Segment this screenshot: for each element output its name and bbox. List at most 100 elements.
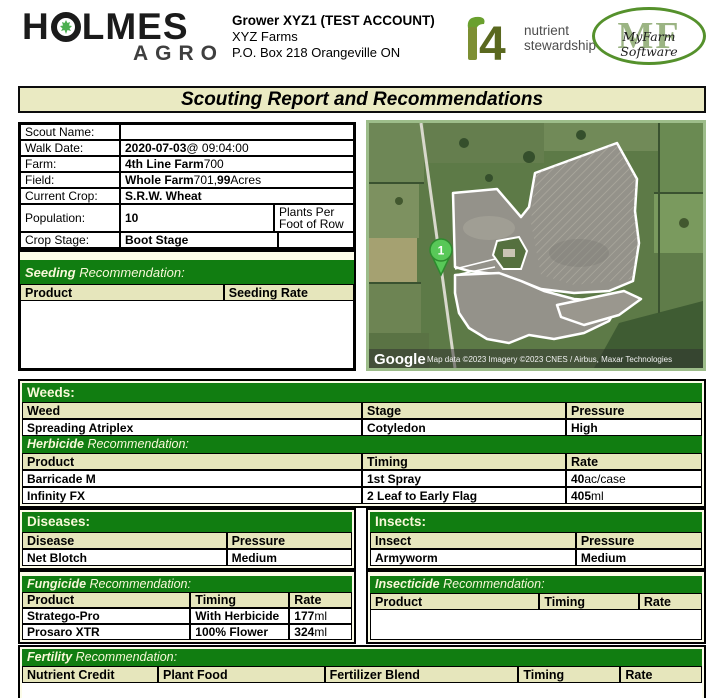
map-pin-icon: 1: [429, 238, 453, 277]
table-row: Stratego-Pro With Herbicide 177 ml: [22, 608, 352, 624]
seeding-col-product: Product: [20, 284, 224, 301]
fungicide-timing: 100% Flower: [190, 624, 290, 640]
population-label: Population:: [20, 204, 120, 232]
seeding-section: Seeding Recommendation: Product Seeding …: [18, 250, 356, 371]
nutrient-stewardship-logo: 4 nutrient stewardship: [462, 12, 596, 64]
fungicide-col-product: Product: [22, 592, 191, 608]
seeding-section-header: Seeding Recommendation:: [20, 260, 354, 284]
herbicide-rate: 405 ml: [566, 487, 702, 504]
insects-col-insect: Insect: [370, 532, 576, 549]
population-value: 10: [120, 204, 274, 232]
table-row: Field: Whole Farm 701, 99 Acres: [20, 172, 354, 188]
herbicide-timing: 2 Leaf to Early Flag: [362, 487, 566, 504]
field-map-image: 1 Google Map data ©2023 Imagery ©2023 CN…: [366, 120, 706, 371]
weed-stage: Cotyledon: [362, 419, 566, 436]
table-header-row: Disease Pressure: [22, 532, 352, 549]
spacer: [20, 252, 354, 260]
herbicide-product: Infinity FX: [22, 487, 362, 504]
herbicide-timing: 1st Spray: [362, 470, 566, 487]
four-r-icon: 4: [467, 16, 506, 64]
fertility-col-nutrient-credit: Nutrient Credit: [22, 666, 158, 683]
fertility-empty-rows: [22, 683, 702, 698]
table-row: Current Crop: S.R.W. Wheat: [20, 188, 354, 204]
fungicide-timing: With Herbicide: [190, 608, 290, 624]
herbicide-section-header: Herbicide Recommendation:: [22, 436, 702, 453]
myfarm-initials: MF: [617, 15, 681, 57]
table-row: Armyworm Medium: [370, 549, 702, 566]
current-crop-label: Current Crop:: [20, 188, 120, 204]
grower-farm: XYZ Farms: [232, 29, 298, 44]
fertility-col-timing: Timing: [518, 666, 621, 683]
field-value: Whole Farm 701, 99 Acres: [120, 172, 354, 188]
table-row: Crop Stage: Boot Stage: [20, 232, 354, 248]
seeding-empty-rows: [20, 301, 354, 369]
logo-agro-text: AGRO: [133, 42, 224, 65]
empty-cell: [278, 232, 354, 248]
maple-leaf-icon: [50, 12, 81, 42]
fertility-col-plant-food: Plant Food: [158, 666, 325, 683]
insects-section-header: Insects:: [370, 512, 702, 532]
diseases-col-pressure: Pressure: [226, 532, 352, 549]
table-row: Infinity FX 2 Leaf to Early Flag 405 ml: [22, 487, 702, 504]
weeds-col-weed: Weed: [22, 402, 362, 419]
table-row: Barricade M 1st Spray 40 ac/case: [22, 470, 702, 487]
herbicide-rate: 40 ac/case: [566, 470, 702, 487]
seeding-col-rate: Seeding Rate: [223, 284, 354, 301]
map-pin-number: 1: [438, 244, 445, 258]
table-header-row: Product Timing Rate: [22, 592, 352, 608]
disease-pressure: Medium: [226, 549, 352, 566]
map-attribution: Map data ©2023 Imagery ©2023 CNES / Airb…: [427, 355, 672, 364]
field-label: Field:: [20, 172, 120, 188]
table-row: Farm: 4th Line Farm 700: [20, 156, 354, 172]
grower-name: Grower XYZ1 (TEST ACCOUNT): [232, 13, 435, 28]
table-header-row: Product Seeding Rate: [20, 284, 354, 301]
holmes-agro-logo: H LMES AGRO: [22, 6, 228, 66]
insecticide-section-header: Insecticide Recommendation:: [370, 576, 702, 593]
table-row: Scout Name:: [20, 124, 354, 140]
herbicide-col-rate: Rate: [566, 453, 702, 470]
fungicide-section-header: Fungicide Recommendation:: [22, 575, 352, 592]
crop-stage-value: Boot Stage: [120, 232, 278, 248]
grower-address: P.O. Box 218 Orangeville ON: [232, 45, 401, 60]
scout-info-table: Scout Name: Walk Date: 2020-07-03 @ 09:0…: [18, 122, 356, 250]
logo-letter-h: H: [22, 6, 50, 47]
fertility-col-fertilizer-blend: Fertilizer Blend: [324, 666, 519, 683]
walk-date-label: Walk Date:: [20, 140, 120, 156]
table-header-row: Insect Pressure: [370, 532, 702, 549]
weeds-col-pressure: Pressure: [566, 402, 702, 419]
table-row: Walk Date: 2020-07-03 @ 09:04:00: [20, 140, 354, 156]
fungicide-col-timing: Timing: [190, 592, 290, 608]
weed-name: Spreading Atriplex: [22, 419, 362, 436]
herbicide-col-product: Product: [22, 453, 362, 470]
insecticide-empty-rows: [370, 610, 702, 640]
table-row: Spreading Atriplex Cotyledon High: [22, 419, 702, 436]
insecticide-col-rate: Rate: [638, 593, 702, 610]
stewardship-line1: nutrient: [524, 23, 570, 38]
insects-section: Insects: Insect Pressure Armyworm Medium: [366, 508, 706, 570]
scout-name-value: [120, 124, 354, 140]
herbicide-product: Barricade M: [22, 470, 362, 487]
insecticide-section: Insecticide Recommendation: Product Timi…: [366, 570, 706, 644]
current-crop-value: S.R.W. Wheat: [120, 188, 354, 204]
farm-label: Farm:: [20, 156, 120, 172]
weed-pressure: High: [566, 419, 702, 436]
scout-name-label: Scout Name:: [20, 124, 120, 140]
fertility-section-header: Fertility Recommendation:: [22, 649, 702, 666]
table-header-row: Nutrient Credit Plant Food Fertilizer Bl…: [22, 666, 702, 683]
table-header-row: Weed Stage Pressure: [22, 402, 702, 419]
diseases-section-header: Diseases:: [22, 512, 352, 532]
fungicide-product: Stratego-Pro: [22, 608, 191, 624]
fungicide-col-rate: Rate: [289, 592, 352, 608]
herbicide-col-timing: Timing: [362, 453, 566, 470]
weeds-section-header: Weeds:: [22, 383, 702, 402]
grower-info: Grower XYZ1 (TEST ACCOUNT) XYZ Farms P.O…: [232, 13, 435, 61]
google-logo-text: Google: [374, 351, 426, 368]
disease-name: Net Blotch: [22, 549, 227, 566]
fungicide-rate: 177 ml: [289, 608, 352, 624]
stewardship-line2: stewardship: [524, 38, 597, 53]
farm-value: 4th Line Farm 700: [120, 156, 354, 172]
crop-stage-label: Crop Stage:: [20, 232, 120, 248]
fertility-section: Fertility Recommendation: Nutrient Credi…: [18, 645, 706, 698]
fungicide-rate: 324 ml: [289, 624, 352, 640]
walk-date-value: 2020-07-03 @ 09:04:00: [120, 140, 354, 156]
